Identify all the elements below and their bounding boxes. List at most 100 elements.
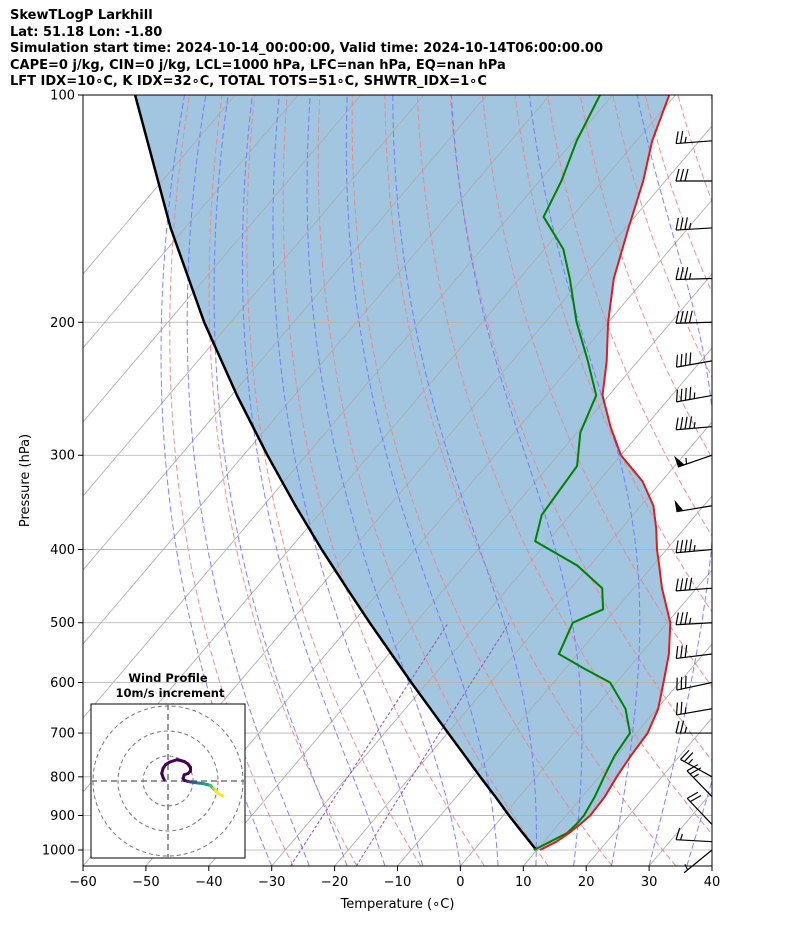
x-tick-label: 20 xyxy=(578,875,595,890)
dry-adiabat xyxy=(644,95,712,294)
location-line: Lat: 51.18 Lon: -1.80 xyxy=(10,24,163,40)
dry-adiabat xyxy=(710,95,712,102)
isotherm xyxy=(397,495,712,866)
wind-barb xyxy=(686,791,713,825)
isotherm xyxy=(83,95,362,423)
isotherm xyxy=(460,569,712,866)
x-tick-label: −50 xyxy=(132,875,159,890)
moist-adiabat xyxy=(345,95,499,866)
wind-barb xyxy=(674,454,713,468)
moist-adiabat xyxy=(528,95,641,866)
y-tick-label: 1000 xyxy=(42,844,75,859)
wind-barb xyxy=(675,644,713,660)
y-axis-label: Pressure (hPa) xyxy=(18,434,33,527)
dry-adiabat xyxy=(317,95,549,866)
isotherm xyxy=(83,95,425,497)
times-line: Simulation start time: 2024-10-14_00:00:… xyxy=(10,41,603,56)
wind-barb xyxy=(675,701,713,716)
dry-adiabat xyxy=(579,95,712,460)
parcel-profile-line xyxy=(133,95,538,851)
wind-barb xyxy=(675,539,713,554)
dry-adiabat xyxy=(449,95,712,762)
x-axis-label: Temperature (∘C) xyxy=(340,897,455,912)
isotherm xyxy=(208,273,712,866)
mixing-ratio-line xyxy=(290,622,449,866)
dry-adiabat xyxy=(208,95,358,866)
dry-adiabat xyxy=(776,95,794,866)
wind-barb xyxy=(680,749,713,778)
isotherm xyxy=(522,643,712,866)
wind-barb xyxy=(675,577,713,592)
dry-adiabat xyxy=(677,95,712,203)
chart-header: SkewTLogP Larkhill Lat: 51.18 Lon: -1.80… xyxy=(10,8,780,91)
wind-barb xyxy=(675,130,713,145)
x-tick-label: 0 xyxy=(456,875,464,890)
hodograph-segment xyxy=(216,792,225,798)
isotherm xyxy=(83,95,613,719)
wind-barb xyxy=(675,416,713,431)
isotherm xyxy=(648,791,712,866)
isotherm xyxy=(145,199,712,866)
moist-adiabat xyxy=(686,779,712,866)
wind-barb xyxy=(675,720,712,734)
x-tick-label: −40 xyxy=(195,875,222,890)
wind-barb xyxy=(675,352,713,368)
moist-adiabat xyxy=(450,95,583,866)
wind-barb xyxy=(675,827,713,843)
isotherm xyxy=(585,717,712,866)
dry-adiabat xyxy=(416,95,712,835)
y-tick-label: 600 xyxy=(50,676,75,691)
y-tick-label: 500 xyxy=(50,616,75,631)
wind-barb xyxy=(675,267,713,281)
wind-barb xyxy=(675,217,713,231)
y-tick-label: 400 xyxy=(50,543,75,558)
isotherm xyxy=(711,865,712,866)
y-tick-label: 900 xyxy=(50,809,75,824)
y-tick-label: 700 xyxy=(50,727,75,742)
isotherm xyxy=(83,95,550,645)
moist-adiabat xyxy=(186,95,310,866)
wind-barb xyxy=(676,675,713,691)
wind-barb xyxy=(675,611,713,626)
hodograph-title: Wind Profile xyxy=(128,671,208,685)
indices-line-2: LFT IDX=10∘C, K IDX=32∘C, TOTAL TOTS=51∘… xyxy=(10,74,487,89)
isotherm xyxy=(334,421,712,866)
cape-cin-fill xyxy=(135,95,671,850)
wind-barb xyxy=(674,499,713,513)
dry-adiabat xyxy=(482,95,712,688)
hodograph-ring xyxy=(117,730,219,832)
moist-adiabat xyxy=(241,95,386,866)
moist-adiabat xyxy=(636,95,712,866)
wind-barb xyxy=(675,310,713,324)
moist-adiabat xyxy=(213,95,348,866)
x-tick-label: −60 xyxy=(69,875,96,890)
x-tick-label: −30 xyxy=(258,875,285,890)
wind-barb xyxy=(675,168,712,182)
isotherm xyxy=(83,95,236,275)
y-tick-label: 200 xyxy=(50,316,75,331)
moist-adiabat xyxy=(306,95,461,866)
mixing-ratio-line xyxy=(355,622,510,866)
chart-title: SkewTLogP Larkhill xyxy=(10,8,153,23)
indices-line-1: CAPE=0 j/kg, CIN=0 j/kg, LCL=1000 hPa, L… xyxy=(10,57,506,73)
dry-adiabat xyxy=(351,95,613,866)
moist-adiabat xyxy=(392,95,537,866)
dry-adiabat xyxy=(384,95,677,866)
y-tick-label: 300 xyxy=(50,449,75,464)
wind-barb xyxy=(683,849,713,874)
x-tick-label: 10 xyxy=(515,875,532,890)
dewpoint-profile-line xyxy=(533,95,632,851)
y-tick-label: 100 xyxy=(50,89,75,104)
isotherm xyxy=(83,95,299,349)
isotherm xyxy=(83,95,488,571)
x-tick-label: 30 xyxy=(641,875,658,890)
x-tick-label: 40 xyxy=(704,875,721,890)
dry-adiabat xyxy=(743,95,794,866)
dry-adiabat xyxy=(246,95,422,866)
dry-adiabat xyxy=(514,95,712,613)
y-tick-label: 800 xyxy=(50,770,75,785)
moist-adiabat xyxy=(272,95,424,866)
x-tick-label: −20 xyxy=(321,875,348,890)
moist-adiabat xyxy=(160,95,273,866)
